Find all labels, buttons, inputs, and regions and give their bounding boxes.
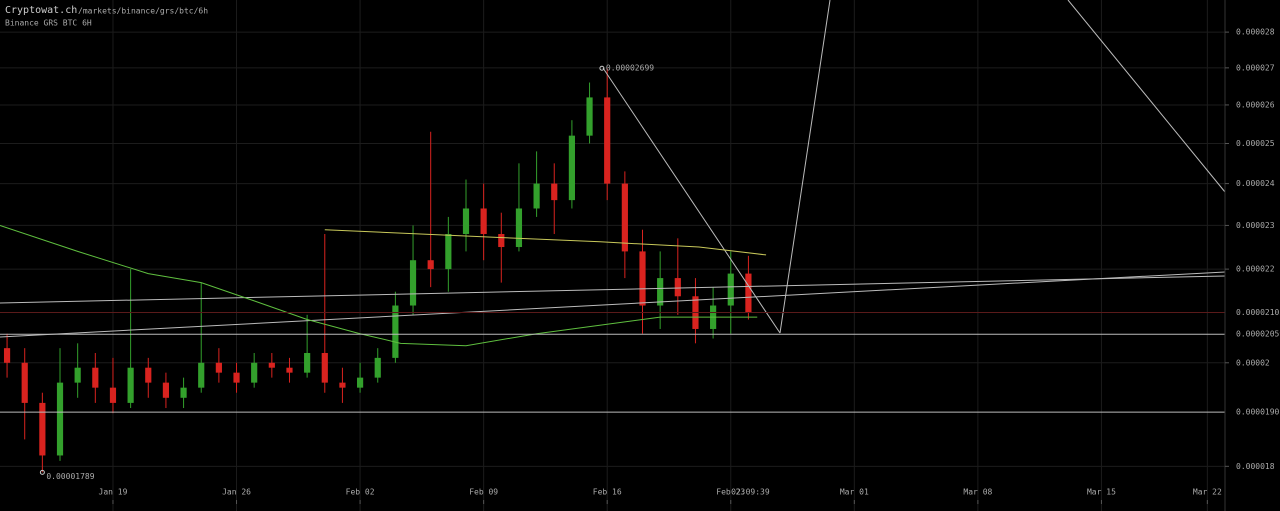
candle-body [392,305,399,358]
candle-body [409,260,417,306]
annotation-label: 0.00002699 [606,64,654,73]
x-tick-label: Feb 16 [593,488,622,497]
candle-body [251,362,258,383]
y-tick-label: 0.000026 [1236,100,1275,109]
candle-body [674,278,681,297]
candle-body [568,135,575,201]
candle-body [304,353,311,373]
moving-average [324,229,767,256]
market-label: Binance GRS BTC 6H [5,19,92,28]
trendline [1067,0,1226,193]
candle-body [639,251,646,306]
last-price-label: 0.00002105 [1236,308,1280,317]
candle-body [339,382,346,388]
candle-body [198,362,205,388]
candle-body [56,382,64,456]
trendline [602,67,781,334]
candle-body [445,234,452,270]
candle-body [657,278,664,306]
x-tick-label: Jan 26 [222,488,251,497]
y-tick-label: 0.000022 [1236,265,1275,274]
candle-body [462,208,470,235]
x-tick-label: Mar 15 [1087,488,1116,497]
y-tick-label: 0.000028 [1236,28,1275,37]
candle-body [727,273,734,306]
y-tick-label: 0.000023 [1236,221,1275,230]
candle-body [356,377,364,388]
y-tick-label: 0.000024 [1236,179,1275,188]
x-tick-label: Mar 01 [840,488,869,497]
annotation-label: 0.00001789 [46,472,94,481]
candle-body [604,97,611,184]
candle-body [586,97,593,136]
x-tick-label: Jan 19 [99,488,128,497]
candle-body [233,372,240,383]
market-path: /markets/binance/grs/btc/6h [78,7,208,16]
candle-body [515,208,523,248]
x-tick-label: Mar 22 [1193,488,1222,497]
candle-body [3,348,11,363]
annotation-point [599,65,605,71]
y-tick-label: 0.000027 [1236,63,1275,72]
candle-body [180,387,187,398]
level-label: 0.00002059 [1236,330,1280,339]
candle-body [39,402,46,456]
candle-body [551,183,558,201]
trendline [0,275,1226,304]
candle-body [286,367,293,373]
y-tick-label: 0.000025 [1236,139,1275,148]
y-tick-label: 0.00002 [1236,358,1270,367]
candle-body [92,367,99,388]
candle-body [145,367,152,383]
candle-body [109,387,117,403]
candle-body [74,367,81,383]
candle-body [621,183,628,252]
x-tick-label: Feb 23 [716,488,745,497]
candle-body [215,362,222,373]
trendlines [0,0,1226,338]
y-tick-label: 0.000018 [1236,462,1275,471]
trendline [0,271,1226,338]
candle-body [321,353,328,383]
candle-body [427,260,434,270]
candle-body [21,362,28,403]
candle-body [498,234,505,248]
candle-body [533,183,540,209]
x-tick-label: Feb 09 [469,488,498,497]
candle-body [745,273,752,313]
level-label: 0.00001902 [1236,408,1280,417]
price-axis-panel [1225,0,1280,511]
countdown: 02:09:39 [731,488,770,497]
candle-body [480,208,487,235]
candle-body [162,382,170,398]
candle-body [374,357,381,378]
annotation-point [39,469,45,475]
trendline [779,0,831,334]
x-tick-label: Mar 08 [963,488,992,497]
site-name[interactable]: Cryptowat.ch [5,5,77,16]
x-tick-label: Feb 02 [346,488,375,497]
candle-body [268,362,275,368]
candle-body [127,367,134,403]
